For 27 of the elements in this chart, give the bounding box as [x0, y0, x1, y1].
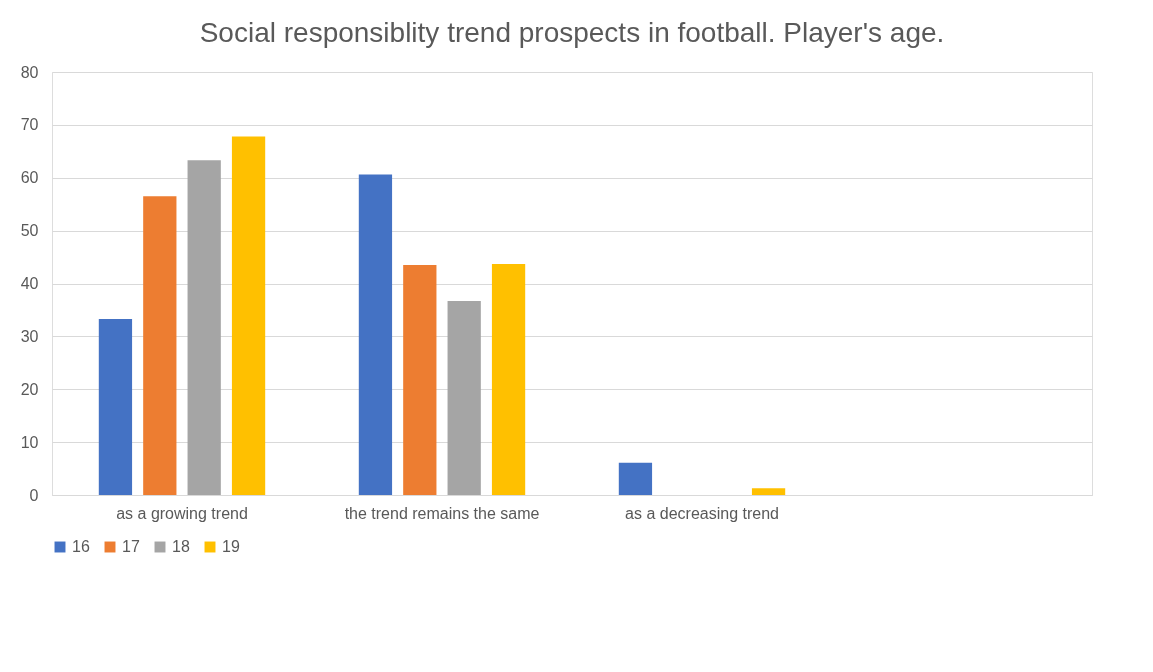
y-tick-label: 0 [29, 486, 39, 504]
y-tick-label: 40 [20, 275, 39, 292]
x-tick-label: the trend remains the same [344, 504, 540, 522]
bar [491, 263, 526, 495]
x-tick-label: as a decreasing trend [625, 504, 779, 522]
legend-label: 18 [172, 538, 190, 555]
y-tick-label: 70 [20, 116, 39, 134]
bar [403, 264, 437, 495]
y-tick-label: 30 [20, 327, 39, 345]
x-tick-label: as a growing trend [116, 504, 248, 522]
y-tick-label: 20 [20, 380, 39, 398]
y-tick-label: 60 [20, 169, 39, 187]
legend-label: 16 [72, 538, 90, 555]
bar [358, 174, 393, 495]
chart-title: Social responsiblity trend prospects in football. Player's age. [199, 17, 945, 48]
y-tick-label: 50 [20, 222, 39, 240]
bar [231, 136, 266, 495]
bar [618, 462, 653, 495]
bar [447, 300, 481, 495]
legend-label: 19 [222, 538, 240, 555]
bar [98, 318, 133, 495]
y-tick-label: 10 [20, 433, 39, 451]
legend-label: 17 [122, 538, 140, 555]
bar [143, 196, 177, 495]
y-tick-label: 80 [20, 63, 39, 81]
bar [187, 160, 221, 495]
bar [751, 488, 786, 495]
